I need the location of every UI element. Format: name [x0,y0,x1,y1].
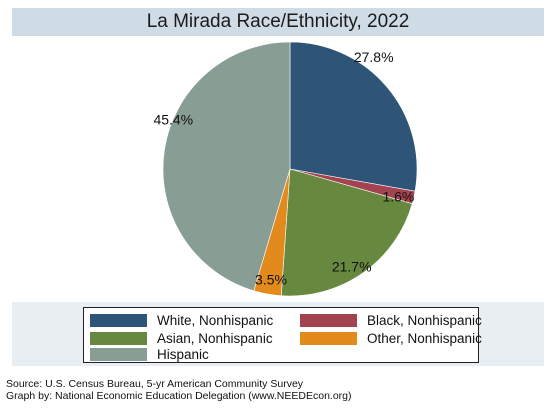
legend-label-white: White, Nonhispanic [157,313,274,328]
slice-label-asian: 21.7% [332,258,372,274]
footer-credit: Graph by: National Economic Education De… [6,389,352,402]
legend-item-black: Black, Nonhispanic [300,313,482,328]
legend-label-hispanic: Hispanic [157,347,209,362]
legend-swatch-asian [90,332,147,345]
pie-slice-asian [280,168,413,297]
legend-swatch-white [90,314,147,327]
footer-source: Source: U.S. Census Bureau, 5-yr America… [6,378,304,390]
legend-swatch-other [300,332,357,345]
slice-label-hispanic: 45.4% [153,111,193,127]
legend-item-hispanic: Hispanic [90,347,209,362]
slice-label-black: 1.6% [382,189,414,205]
legend-label-asian: Asian, Nonhispanic [157,331,273,346]
legend-item-asian: Asian, Nonhispanic [90,331,273,346]
slice-label-other: 3.5% [255,272,287,288]
chart-footer: Source: U.S. Census Bureau, 5-yr America… [6,378,352,402]
pie-slice-hispanic [162,41,291,292]
legend-item-other: Other, Nonhispanic [300,331,482,346]
legend-item-white: White, Nonhispanic [90,313,273,328]
chart-title-bar: La Mirada Race/Ethnicity, 2022 [12,8,544,36]
slice-label-white: 27.8% [354,49,394,65]
legend-swatch-hispanic [90,348,147,361]
legend-label-other: Other, Nonhispanic [367,331,482,346]
chart-title: La Mirada Race/Ethnicity, 2022 [146,11,410,32]
pie-slice-white [289,41,418,192]
chart-legend: White, Nonhispanic Black, Nonhispanic As… [83,307,482,363]
legend-swatch-black [300,314,357,327]
legend-label-black: Black, Nonhispanic [367,313,482,328]
